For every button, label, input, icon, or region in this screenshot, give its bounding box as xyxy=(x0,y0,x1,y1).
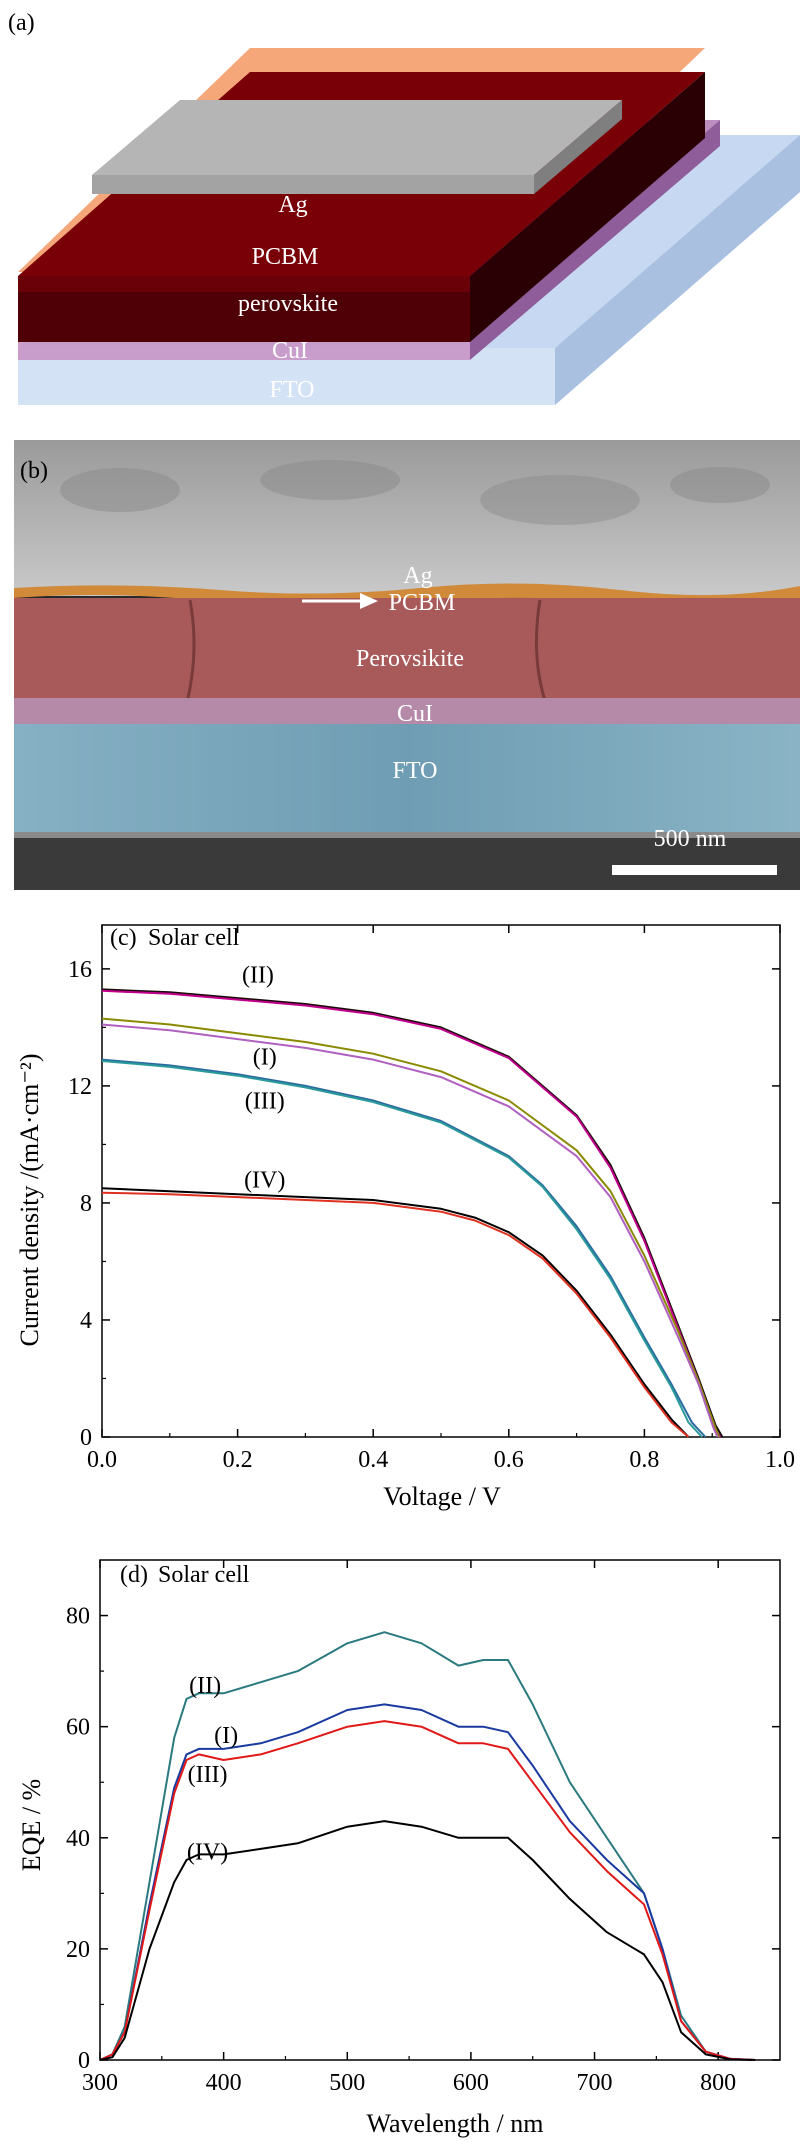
series-line xyxy=(99,1703,756,2061)
sem-label-ag: Ag xyxy=(403,563,432,589)
perovskite-layer-front-shade xyxy=(18,292,470,342)
x-tick-label: 0.2 xyxy=(223,1447,253,1473)
scale-bar-label: 500 nm xyxy=(654,826,727,852)
sem-perovskite-region xyxy=(14,598,800,710)
series-line xyxy=(101,1191,690,1438)
eqe-chart-svg: (d) Solar cell Wavelength / nm EQE / % 3… xyxy=(17,1559,781,2138)
layer-label-perovskite: perovskite xyxy=(238,291,338,317)
cui-layer-side xyxy=(470,120,720,360)
sem-label-pcbm: PCBM xyxy=(389,590,456,616)
pcbm-arrow-head xyxy=(360,593,378,609)
series-line xyxy=(101,1058,707,1438)
fto-layer-front xyxy=(18,348,555,405)
y-tick-label: 60 xyxy=(66,1715,90,1741)
x-tick-label: 300 xyxy=(82,2070,118,2096)
x-tick-label: 400 xyxy=(206,2070,242,2096)
chart-c-ylabel: Current density /(mA·cm⁻²) xyxy=(15,1053,44,1346)
ag-electrode-side xyxy=(534,100,622,194)
y-tick-label: 20 xyxy=(66,1937,90,1963)
layer-label-pcbm: PCBM xyxy=(252,244,319,270)
sem-substrate-region xyxy=(14,834,800,890)
y-tick-label: 80 xyxy=(66,1604,90,1630)
series-line xyxy=(101,989,722,1438)
sem-label-perovskite: Perovsikite xyxy=(356,646,464,672)
y-tick-label: 4 xyxy=(80,1308,92,1334)
jv-chart-svg: (c) Solar cell Voltage / V Current densi… xyxy=(15,924,795,1511)
axes-box xyxy=(101,924,781,1438)
x-tick-label: 0.4 xyxy=(358,1447,388,1473)
panel-b-sem-cross-section: (b) Ag PCBM Perovsikite CuI FTO 500 nm xyxy=(0,440,800,890)
x-tick-label: 0.6 xyxy=(494,1447,524,1473)
curve-label: (I) xyxy=(214,1723,238,1749)
sem-ag-region xyxy=(14,440,800,596)
series-line xyxy=(101,1187,690,1438)
panel-a-device-schematic: (a) Ag PCBM perovskite CuI FTO xyxy=(0,0,800,420)
sem-ag-texture xyxy=(60,468,180,512)
curve-label: (III) xyxy=(245,1089,285,1115)
series-line xyxy=(99,1720,756,2061)
series-line xyxy=(101,1060,703,1438)
x-tick-label: 700 xyxy=(577,2070,613,2096)
axes-box xyxy=(99,1559,781,2061)
layer-label-ag: Ag xyxy=(278,192,307,218)
curve-label: (IV) xyxy=(187,1840,228,1866)
curve-label: (II) xyxy=(189,1673,221,1699)
series-line xyxy=(101,1017,720,1438)
curve-label: (IV) xyxy=(244,1168,285,1194)
fto-layer-side xyxy=(555,135,800,405)
sem-label-cui: CuI xyxy=(397,701,433,727)
series-line xyxy=(101,988,724,1438)
y-tick-label: 40 xyxy=(66,1826,90,1852)
series-line xyxy=(101,1023,719,1438)
y-tick-label: 8 xyxy=(80,1191,92,1217)
sem-ag-texture xyxy=(260,460,400,500)
y-tick-label: 0 xyxy=(80,1425,92,1451)
chart-d-xlabel: Wavelength / nm xyxy=(367,2109,544,2138)
x-tick-label: 600 xyxy=(453,2070,489,2096)
y-tick-label: 16 xyxy=(68,957,92,983)
curve-label: (I) xyxy=(253,1045,277,1071)
layer-label-fto: FTO xyxy=(270,377,315,403)
plot-frame xyxy=(101,924,781,1438)
chart-d-ylabel: EQE / % xyxy=(17,1779,46,1871)
x-tick-label: 0.0 xyxy=(87,1447,117,1473)
chart-c-panel-label: (c) xyxy=(110,925,137,951)
sem-ag-texture xyxy=(670,467,770,503)
sem-glass-edge xyxy=(14,832,800,838)
x-tick-label: 1.0 xyxy=(765,1447,795,1473)
sem-image-svg: (b) Ag PCBM Perovsikite CuI FTO 500 nm xyxy=(14,440,800,890)
sem-fto-region xyxy=(14,724,800,836)
panel-a-label: (a) xyxy=(8,10,35,36)
curve-label: (II) xyxy=(242,963,274,989)
panel-c-jv-chart: (c) Solar cell Voltage / V Current densi… xyxy=(0,905,800,1515)
chart-c-xlabel: Voltage / V xyxy=(383,1482,501,1511)
series-line xyxy=(99,1820,756,2061)
layer-label-cui: CuI xyxy=(272,338,308,364)
curve-label: (III) xyxy=(188,1762,228,1788)
sem-label-fto: FTO xyxy=(393,758,438,784)
x-tick-label: 800 xyxy=(700,2070,736,2096)
scale-bar xyxy=(612,865,777,875)
device-schematic-svg: (a) Ag PCBM perovskite CuI FTO xyxy=(8,10,800,405)
chart-c-title: Solar cell xyxy=(148,925,240,951)
x-tick-label: 500 xyxy=(329,2070,365,2096)
panel-b-label: (b) xyxy=(20,458,48,484)
chart-d-title: Solar cell xyxy=(158,1562,250,1588)
y-tick-label: 0 xyxy=(78,2048,90,2074)
sem-ag-texture xyxy=(480,475,640,525)
y-tick-label: 12 xyxy=(68,1074,92,1100)
panel-d-eqe-chart: (d) Solar cell Wavelength / nm EQE / % 3… xyxy=(0,1540,800,2140)
chart-d-panel-label: (d) xyxy=(120,1562,148,1588)
ag-electrode-front xyxy=(92,175,534,194)
ag-electrode-top xyxy=(92,100,622,175)
plot-frame xyxy=(99,1559,781,2061)
perovskite-layer-side xyxy=(470,72,705,342)
x-tick-label: 0.8 xyxy=(629,1447,659,1473)
